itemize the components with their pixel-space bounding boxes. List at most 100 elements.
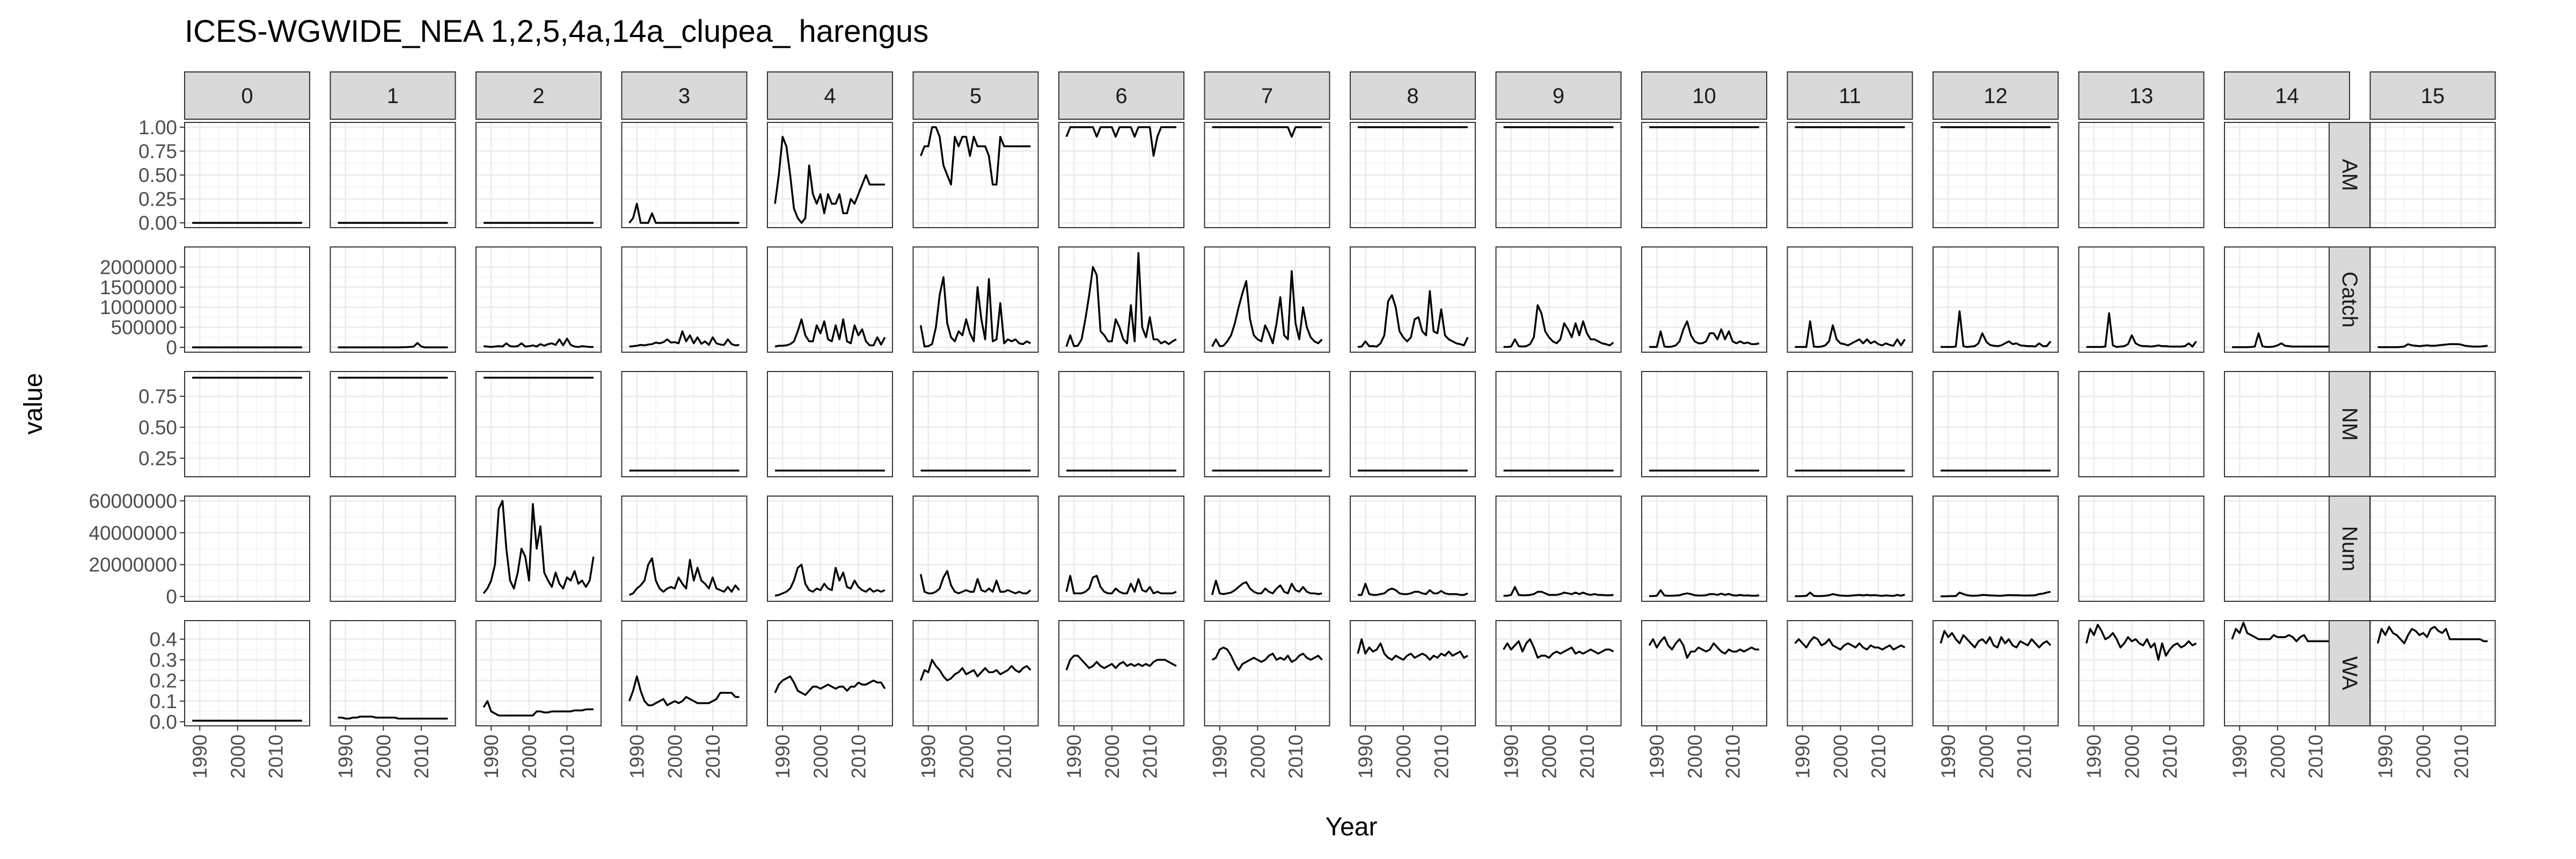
panel-border-WA-0 (184, 620, 310, 726)
panel-border-WA-13 (2078, 620, 2205, 726)
x-tick-label: 1990 (1646, 734, 1668, 778)
panel-border-Catch-11 (1787, 246, 1913, 353)
series-line-Num-7 (1211, 579, 1322, 595)
facet-strip-col-11 (1787, 71, 1913, 120)
panel-bg-NM-11 (1787, 372, 1913, 477)
facet-strip-label-col-8: 8 (1407, 84, 1418, 108)
facet-strip-col-9 (1495, 71, 1622, 120)
x-tick-label: 2000 (2267, 734, 2289, 778)
panel-border-Catch-7 (1204, 246, 1330, 353)
facet-strip-col-2 (475, 71, 602, 120)
panel-border-NM-10 (1641, 371, 1767, 477)
series-line-Num-3 (628, 557, 740, 596)
panel-border-Num-5 (912, 496, 1039, 602)
panel-border-WA-1 (330, 620, 456, 726)
facet-strip-label-col-12: 12 (1984, 84, 2008, 108)
y-tick-label-WA: 0.0 (150, 711, 177, 733)
panel-border-WA-10 (1641, 620, 1767, 726)
series-line-Catch-7 (1211, 270, 1323, 347)
panel-bg-NM-6 (1059, 372, 1184, 477)
series-line-Num-10 (1649, 589, 1760, 597)
panel-border-AM-1 (330, 122, 456, 228)
series-line-Num-6 (1065, 574, 1177, 594)
panel-border-NM-2 (475, 371, 602, 477)
y-tick-label-WA: 0.3 (150, 649, 177, 671)
series-line-Num-8 (1358, 583, 1468, 596)
series-line-WA-8 (1357, 638, 1468, 661)
facet-strip-label-row-Catch: Catch (2338, 272, 2361, 328)
x-tick-label: 2010 (2013, 734, 2035, 778)
series-line-WA-10 (1648, 636, 1759, 659)
x-tick-label: 2000 (518, 734, 540, 778)
x-tick-label: 2000 (810, 734, 832, 778)
series-line-Catch-15 (2377, 343, 2488, 348)
series-line-WA-14 (2231, 622, 2343, 644)
x-tick-label: 1990 (1209, 734, 1231, 778)
facet-strip-col-15 (2369, 71, 2496, 120)
series-line-AM-5 (919, 126, 1031, 186)
panel-border-WA-4 (767, 620, 893, 726)
series-line-Catch-4 (774, 318, 886, 348)
x-tick-label: 1990 (1355, 734, 1377, 778)
panel-border-NM-3 (621, 371, 748, 477)
series-line-WA-3 (628, 675, 740, 707)
series-line-Catch-6 (1065, 252, 1177, 347)
panel-bg-Catch-15 (2370, 247, 2496, 352)
panel-bg-Catch-10 (1642, 247, 1767, 352)
series-line-WA-7 (1211, 646, 1323, 671)
panel-border-Catch-4 (767, 246, 893, 353)
panel-bg-WA-2 (476, 621, 601, 726)
panel-border-WA-9 (1495, 620, 1622, 726)
panel-border-NM-4 (767, 371, 893, 477)
panel-bg-Catch-8 (1350, 247, 1475, 352)
panel-bg-WA-12 (1933, 621, 2058, 726)
panel-border-Catch-8 (1350, 246, 1476, 353)
facet-strip-col-7 (1204, 71, 1330, 120)
panel-border-Num-0 (184, 496, 310, 602)
panel-border-Catch-3 (621, 246, 748, 353)
panel-border-WA-8 (1350, 620, 1476, 726)
panel-bg-NM-5 (913, 372, 1038, 477)
series-line-WA-15 (2376, 625, 2488, 645)
x-tick-label: 2000 (1975, 734, 1997, 778)
facet-strip-col-8 (1350, 71, 1476, 120)
panel-border-Num-12 (1933, 496, 2059, 602)
panel-bg-NM-9 (1496, 372, 1621, 477)
panel-bg-NM-7 (1204, 372, 1330, 477)
panel-bg-NM-15 (2370, 372, 2496, 477)
facet-strip-label-col-14: 14 (2275, 84, 2299, 108)
panel-border-Num-11 (1787, 496, 1913, 602)
facet-strip-label-col-7: 7 (1261, 84, 1273, 108)
facet-strip-row-WA (2329, 620, 2370, 726)
facet-strip-label-col-6: 6 (1115, 84, 1127, 108)
series-line-Num-12 (1941, 591, 2051, 598)
panel-border-WA-7 (1204, 620, 1330, 726)
x-tick-label: 2010 (993, 734, 1015, 778)
panel-border-AM-2 (475, 122, 602, 228)
facet-strip-label-row-AM: AM (2338, 159, 2361, 191)
panel-border-AM-8 (1350, 122, 1476, 228)
series-line-Catch-5 (919, 276, 1031, 348)
facet-strip-col-6 (1058, 71, 1184, 120)
y-tick-label-Catch: 500000 (111, 317, 177, 339)
x-tick-label: 1990 (189, 734, 211, 778)
panel-bg-Catch-12 (1933, 247, 2058, 352)
panel-border-AM-4 (767, 122, 893, 228)
chart-title: ICES-WGWIDE_NEA 1,2,5,4a,14a_clupea_ har… (185, 14, 928, 49)
x-tick-label: 1990 (772, 734, 794, 778)
series-line-WA-6 (1065, 654, 1177, 671)
facet-strip-label-row-Num: Num (2338, 526, 2361, 571)
panel-bg-WA-15 (2370, 621, 2496, 726)
x-tick-label: 1990 (2229, 734, 2251, 778)
series-line-WA-11 (1794, 636, 1906, 651)
panel-border-Catch-2 (475, 246, 602, 353)
panel-border-NM-0 (184, 371, 310, 477)
series-line-WA-5 (919, 659, 1031, 682)
x-tick-label: 1990 (1792, 734, 1814, 778)
series-line-Num-4 (774, 563, 885, 597)
panel-bg-WA-4 (767, 621, 892, 726)
panel-border-NM-5 (912, 371, 1039, 477)
panel-border-Num-13 (2078, 496, 2205, 602)
panel-bg-Catch-1 (330, 247, 456, 352)
series-line-Num-9 (1503, 586, 1614, 597)
